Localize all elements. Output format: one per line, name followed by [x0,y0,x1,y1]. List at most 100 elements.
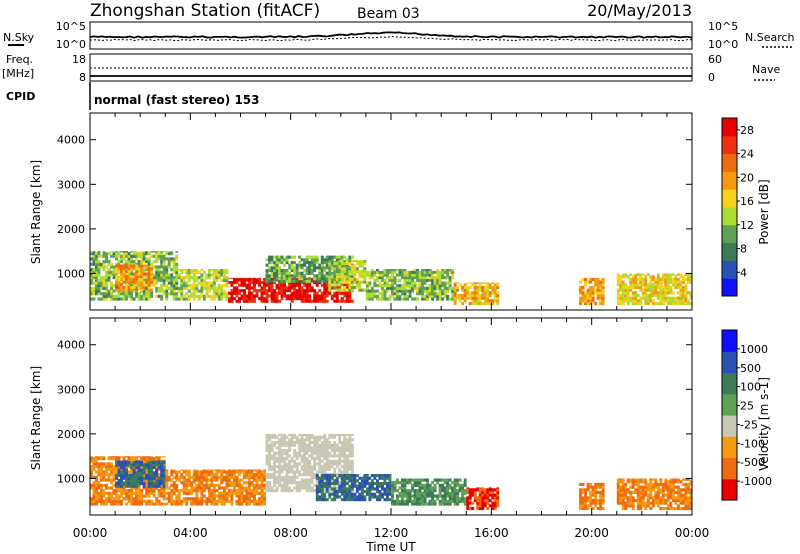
heatmap-cell-1 [137,267,141,271]
heatmap-cell-7 [453,283,457,287]
heatmap-cell-3 [268,467,271,471]
heatmap-cell-1 [125,463,128,467]
heatmap-cell-0 [172,297,176,301]
heatmap-cell-2 [233,469,236,471]
heatmap-cell-6 [476,501,480,505]
heatmap-cell-4 [273,269,276,273]
heatmap-cell-3 [263,291,266,295]
heatmap-cell-4 [290,263,294,267]
heatmap-cell-1 [160,460,164,464]
heatmap-cell-0 [95,475,98,479]
heatmap-cell-2 [225,473,229,477]
heatmap-cell-2 [197,473,201,477]
heatmap-cell-3 [345,457,349,461]
heatmap-cell-3 [245,299,249,303]
heatmap-cell-8 [629,504,633,508]
heatmap-cell-8 [586,291,590,295]
heatmap-cell-6 [451,294,455,298]
heatmap-cell-3 [290,470,294,474]
heatmap-cell-7 [473,299,477,303]
heatmap-cell-2 [263,469,266,471]
heatmap-cell-4 [328,263,332,267]
heatmap-cell-2 [185,491,189,495]
heatmap-cell-2 [238,478,241,482]
heatmap-cell-3 [293,291,297,295]
heatmap-cell-1 [140,463,144,467]
heatmap-cell-3 [275,294,279,298]
heatmap-cell-5 [335,261,339,265]
heatmap-cell-5 [401,483,404,487]
heatmap-cell-0 [102,276,106,280]
heatmap-cell-0 [162,494,166,498]
heatmap-cell-9 [651,294,655,298]
heatmap-cell-3 [305,481,309,485]
heatmap-cell-4 [345,495,349,499]
heatmap-cell-2 [167,475,171,479]
heatmap-cell-8 [656,504,660,508]
heatmap-cell-6 [378,284,382,288]
heatmap-cell-2 [243,473,246,477]
heatmap-cell-3 [328,433,332,437]
heatmap-cell-7 [476,299,480,303]
heatmap-cell-3 [250,299,254,303]
heatmap-cell-2 [215,470,219,474]
heatmap-cell-4 [365,474,369,478]
heatmap-cell-0 [132,499,136,503]
heatmap-cell-1 [150,264,154,268]
heatmap-cell-5 [426,481,429,485]
heatmap-cell-5 [448,486,452,490]
heatmap-cell-5 [443,486,447,490]
heatmap-cell-7 [591,488,595,492]
heatmap-cell-9 [621,299,625,303]
heatmap-cell-9 [656,277,660,281]
heatmap-cell-2 [260,491,264,495]
heatmap-cell-6 [376,297,379,301]
heatmap-cell-0 [145,286,149,290]
heatmap-cell-3 [263,281,266,285]
heatmap-cell-3 [298,470,302,474]
heatmap-cell-3 [345,291,349,295]
heatmap-cell-3 [333,459,337,463]
heatmap-cell-4 [388,498,392,502]
heatmap-cell-5 [441,483,445,487]
heatmap-cell-4 [343,271,347,275]
heatmap-cell-3 [295,465,299,469]
heatmap-cell-0 [105,278,108,282]
heatmap-cell-2 [177,273,181,277]
heatmap-cell-8 [659,478,663,481]
heatmap-cell-0 [137,297,141,301]
heatmap-cell-7 [594,504,598,508]
nsky-series [89,31,693,39]
heatmap-cell-5 [401,486,404,490]
heatmap-cell-2 [238,489,241,493]
heatmap-cell-2 [225,292,229,296]
heatmap-cell-5 [441,497,445,501]
heatmap-cell-3 [260,289,264,293]
heatmap-cell-8 [641,485,645,489]
heatmap-cell-8 [589,302,593,306]
heatmap-cell-5 [391,486,394,490]
heatmap-cell-0 [95,465,98,469]
heatmap-cell-0 [125,491,128,495]
heatmap-cell-0 [157,276,161,280]
heatmap-cell-4 [280,271,284,275]
heatmap-cell-0 [100,467,103,471]
heatmap-cell-3 [308,283,312,287]
heatmap-cell-1 [122,277,126,281]
heatmap-cell-4 [310,263,314,267]
heatmap-cell-2 [200,502,204,506]
heatmap-cell-7 [589,499,593,503]
heatmap-cell-1 [147,269,151,273]
heatmap-cell-8 [601,277,605,281]
heatmap-cell-5 [340,280,344,284]
heatmap-cell-6 [428,292,432,296]
heatmap-cell-1 [150,272,154,276]
heatmap-cell-4 [373,492,377,496]
heatmap-cell-9 [679,302,683,306]
power-colorbar-label: Power [dB] [757,179,771,244]
heatmap-cell-9 [644,277,648,281]
heatmap-cell-9 [626,285,630,289]
heatmap-cell-4 [293,269,297,273]
heatmap-cell-5 [328,275,332,279]
heatmap-cell-9 [689,291,693,295]
